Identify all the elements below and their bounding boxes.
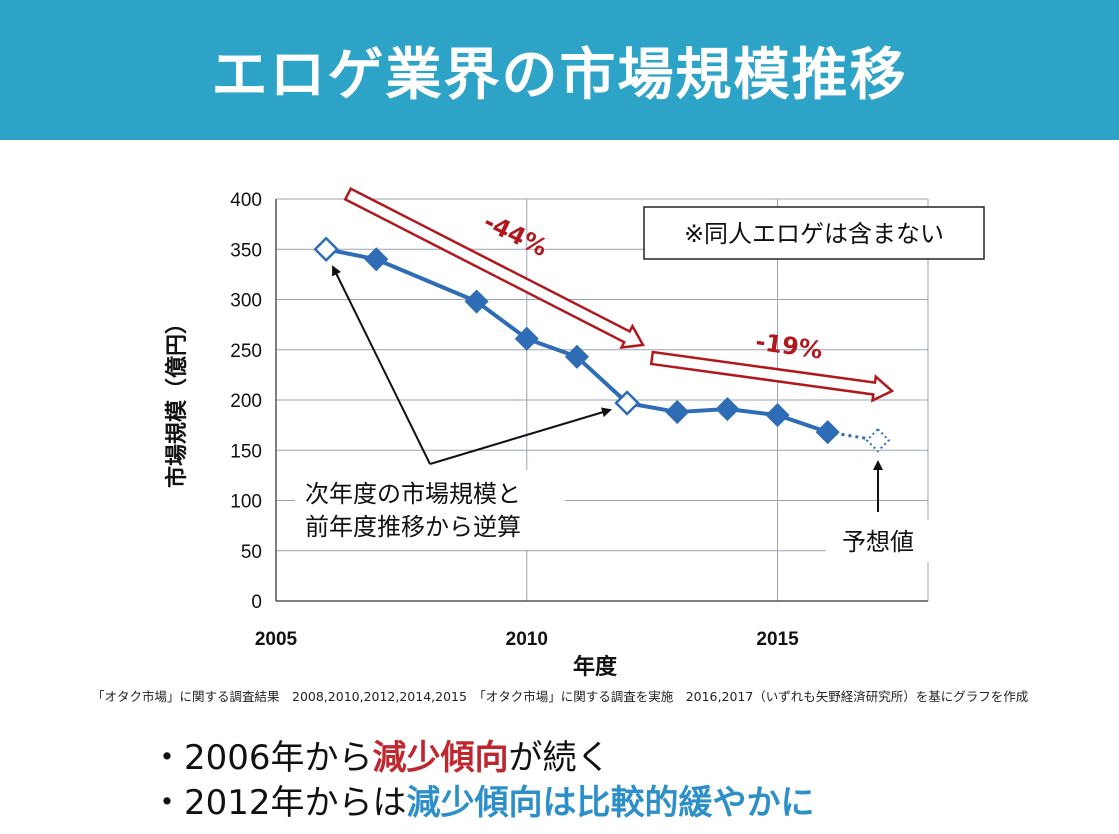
calc-note-bg xyxy=(295,470,565,550)
data-point-2011 xyxy=(564,344,589,369)
pointer-arrow-2006 xyxy=(332,265,431,465)
data-point-2010 xyxy=(514,326,539,351)
axes: 0 50 100 150 200 250 300 350 400 2005 2010 2015 年度 市場… xyxy=(164,190,928,680)
pointer-arrow-2012 xyxy=(429,407,612,465)
data-point-2013 xyxy=(665,399,690,425)
y-tick-label: 300 xyxy=(230,291,262,312)
series-markers xyxy=(313,236,891,453)
y-tick-label: 350 xyxy=(230,240,262,261)
forecast-label-bg xyxy=(826,520,930,562)
trend-arrow-1 xyxy=(343,186,646,349)
source-note: 「オタク市場」に関する調査結果 2008,2010,2012,2014,2015… xyxy=(92,689,1029,704)
y-tick-label: 0 xyxy=(251,592,262,613)
data-point-2016 xyxy=(815,420,840,445)
data-point-2006 xyxy=(313,236,339,263)
y-axis-title: 市場規模（億円） xyxy=(164,312,190,488)
bullet-2-emphasis: 減少傾向は比較的緩やかに xyxy=(406,783,815,823)
header-banner xyxy=(0,0,1119,140)
y-tick-label: 50 xyxy=(241,542,262,563)
bullet-point-1: ・2006年から減少傾向が続く xyxy=(150,730,611,779)
data-point-2015 xyxy=(765,403,790,428)
x-tick-label: 2005 xyxy=(255,629,298,650)
bullet-1-emphasis: 減少傾向 xyxy=(372,738,509,778)
calc-note-line-1: 次年度の市場規模と xyxy=(305,480,521,508)
y-tick-label: 150 xyxy=(230,441,262,462)
data-point-2014 xyxy=(715,396,740,422)
calc-note-line-2: 前年度推移から逆算 xyxy=(305,513,521,541)
forecast-label: 予想値 xyxy=(842,528,914,556)
note-box xyxy=(643,206,985,260)
y-tick-label: 250 xyxy=(230,341,262,362)
x-axis-title: 年度 xyxy=(573,654,618,680)
data-point-2012 xyxy=(614,390,640,416)
note-box-text: ※同人エロゲは含まない xyxy=(684,220,944,248)
y-tick-label: 100 xyxy=(230,492,262,513)
y-tick-label: 400 xyxy=(230,190,262,211)
data-point-2017 xyxy=(865,427,891,453)
data-point-2007 xyxy=(364,247,389,272)
data-point-2009 xyxy=(464,289,489,314)
bullet-point-2: ・2012年からは減少傾向は比較的緩やかに xyxy=(150,775,815,824)
bullet-1-suffix: が続く xyxy=(508,738,611,778)
series-line-actual xyxy=(325,247,829,435)
bullet-1-prefix: ・2006年から xyxy=(150,738,373,778)
trend-arrow-2 xyxy=(649,350,895,403)
x-tick-label: 2015 xyxy=(756,629,799,650)
page-title: エロゲ業界の市場規模推移 xyxy=(211,42,908,108)
x-tick-label: 2010 xyxy=(506,629,548,650)
bullet-2-prefix: ・2012年からは xyxy=(150,783,407,823)
y-tick-label: 200 xyxy=(230,391,262,412)
